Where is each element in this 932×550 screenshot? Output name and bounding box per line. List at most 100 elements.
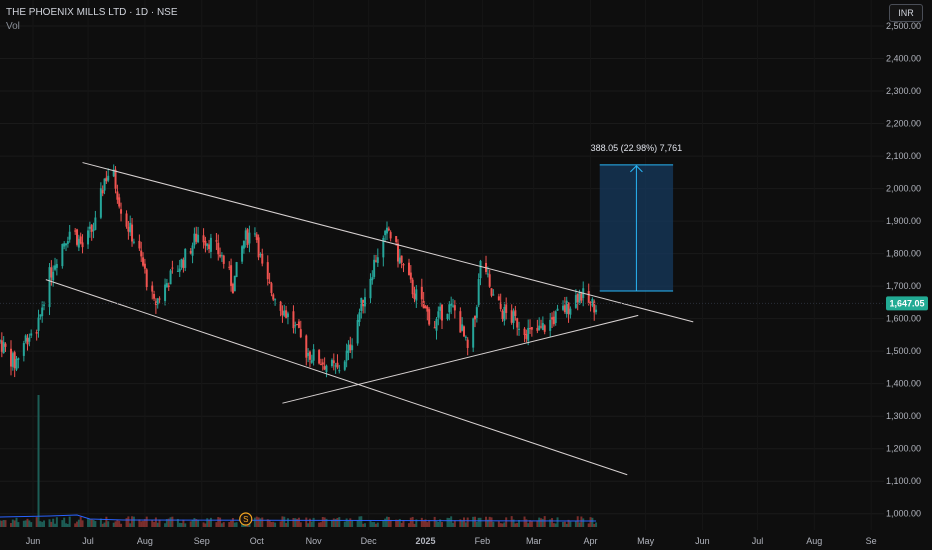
volume-bar	[257, 517, 260, 527]
volume-bar	[167, 518, 170, 527]
candle-body	[475, 307, 478, 318]
candle-body	[125, 213, 128, 227]
trendline[interactable]	[282, 314, 639, 404]
candle	[35, 329, 38, 341]
candle-body	[453, 305, 456, 311]
candle	[257, 234, 260, 261]
y-tick-label: 2,100.00	[886, 151, 921, 161]
candle	[77, 234, 80, 252]
grid	[0, 25, 884, 515]
candle	[231, 282, 234, 294]
volume-bar	[595, 522, 598, 527]
candle-body	[503, 307, 506, 321]
candle	[347, 340, 350, 361]
price-axis[interactable]: 1,000.00 1,100.00 1,200.00 1,300.00 1,400.00…	[886, 21, 921, 519]
candle-body	[363, 297, 366, 307]
volume-bar	[54, 523, 57, 527]
candle-body	[15, 358, 18, 370]
candle-body	[323, 366, 326, 370]
volume-bar	[510, 516, 513, 527]
volume-bar	[215, 522, 218, 527]
volume-bar	[77, 519, 80, 527]
volume-bar	[17, 522, 20, 527]
candle	[318, 348, 321, 365]
candle	[114, 166, 117, 194]
candle-body	[116, 191, 119, 200]
candle	[514, 305, 517, 321]
candle	[242, 240, 245, 254]
candle-body	[376, 257, 379, 263]
candle	[435, 317, 438, 340]
candle	[61, 243, 64, 269]
candle-body	[156, 298, 159, 305]
volume-bar	[184, 523, 187, 527]
candle	[463, 325, 466, 337]
candle-body	[450, 303, 453, 306]
candle	[374, 254, 377, 263]
candle	[356, 314, 359, 346]
candle-body	[151, 285, 154, 292]
candle	[420, 278, 423, 307]
candle-body	[538, 325, 541, 331]
volume-bar	[151, 520, 154, 527]
candle	[576, 293, 579, 311]
candle-body	[567, 302, 570, 314]
trendline[interactable]	[82, 162, 694, 323]
volume-bar	[382, 520, 385, 527]
candle	[518, 321, 521, 336]
candle	[253, 227, 256, 237]
candle-body	[176, 270, 179, 272]
volume-bar	[384, 518, 387, 527]
candle	[297, 319, 300, 329]
candle-body	[435, 318, 438, 331]
candle-body	[17, 358, 20, 360]
candle-body	[195, 233, 198, 242]
candle-body	[153, 293, 156, 299]
volume-bar	[156, 522, 159, 527]
volume-bar	[233, 522, 236, 527]
candle-body	[54, 265, 57, 270]
candle	[538, 317, 541, 331]
candle-body	[77, 238, 80, 248]
candle	[411, 277, 414, 299]
candle	[241, 245, 244, 264]
candle-body	[261, 253, 264, 264]
volume-bar	[145, 516, 148, 527]
trendline[interactable]	[45, 279, 628, 476]
candle	[66, 236, 69, 248]
volume-bar	[120, 523, 123, 527]
candle	[165, 278, 168, 288]
markers[interactable]: 1,647.05 S	[0, 296, 928, 526]
last-price-badge[interactable]	[886, 296, 928, 311]
candle	[459, 307, 462, 333]
volume-bar	[323, 517, 326, 527]
candle	[312, 344, 315, 366]
candle-body	[474, 315, 477, 320]
dividend-marker-icon[interactable]	[239, 512, 253, 526]
y-tick-label: 1,100.00	[886, 476, 921, 486]
volume-bar	[41, 521, 44, 527]
trendlines[interactable]	[45, 162, 694, 476]
candle-body	[99, 188, 102, 218]
last-price-label: 1,647.05	[889, 298, 924, 308]
currency-button[interactable]: INR	[889, 4, 923, 22]
candle	[116, 184, 119, 204]
candle	[530, 326, 533, 337]
candle-body	[206, 243, 209, 247]
candle	[398, 249, 401, 265]
candle	[268, 272, 271, 284]
volume-bar	[318, 522, 321, 527]
candle-body	[382, 237, 385, 258]
volume-bar	[530, 520, 533, 527]
price-range-measure[interactable]: 388.05 (22.98%) 7,761	[591, 143, 683, 292]
candle-body	[228, 266, 231, 268]
candle-body	[536, 327, 539, 331]
volume-bar	[296, 518, 299, 527]
time-axis[interactable]: Jun Jul Aug Sep Oct Nov Dec 2025 Feb Mar Apr May Jun…	[26, 536, 877, 546]
volume-bar	[272, 521, 275, 527]
candle-body	[219, 254, 222, 257]
volume-bar	[400, 522, 403, 527]
candle-body	[197, 234, 200, 243]
candle	[90, 224, 93, 241]
